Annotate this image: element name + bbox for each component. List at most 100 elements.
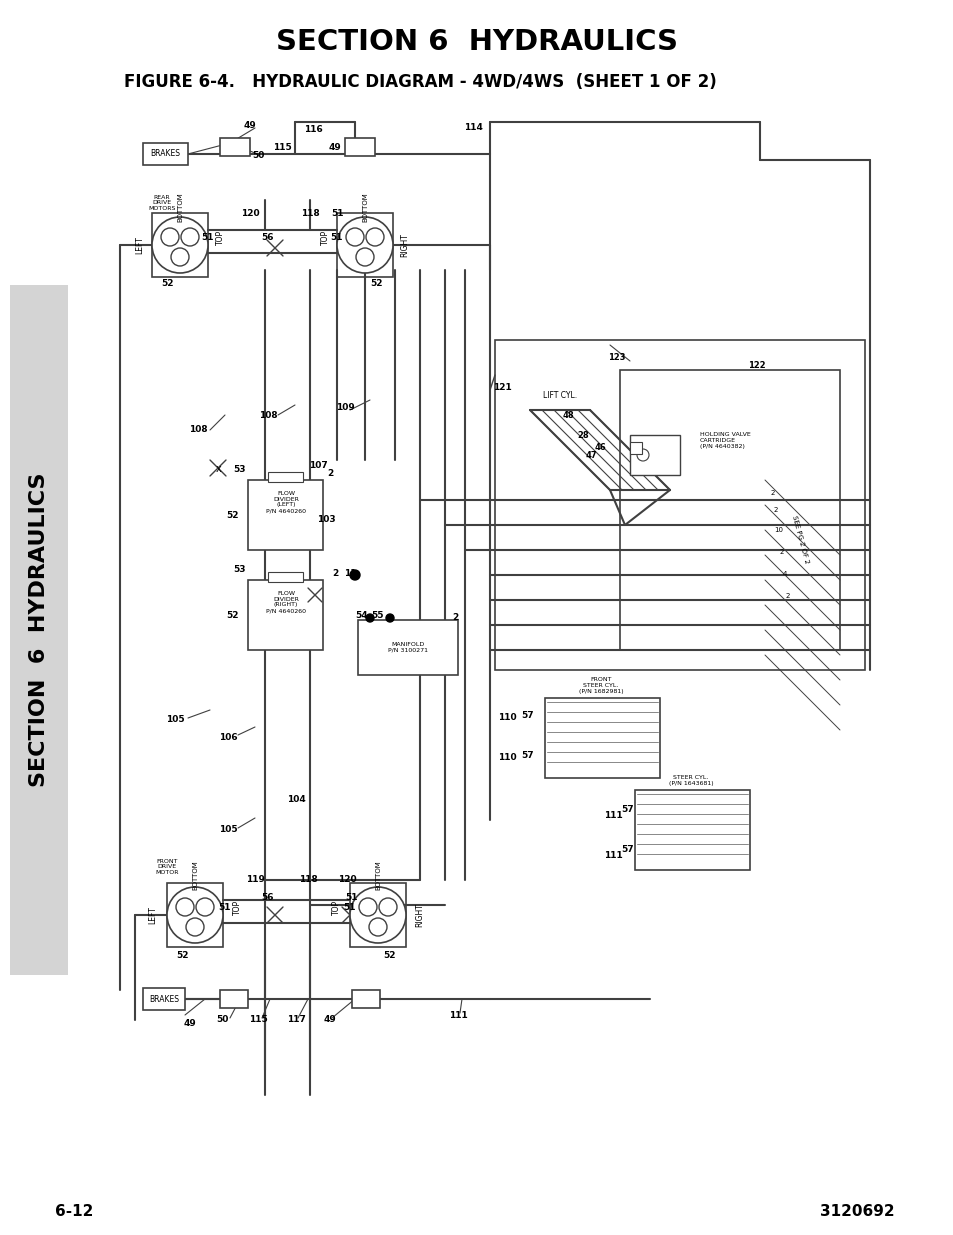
Text: 49: 49 xyxy=(243,121,256,130)
Bar xyxy=(352,990,379,1008)
Text: 51: 51 xyxy=(345,893,358,903)
Text: 11: 11 xyxy=(343,568,355,578)
Text: 56: 56 xyxy=(261,233,274,242)
Text: HOLDING VALVE
CARTRIDGE
(P/N 4640382): HOLDING VALVE CARTRIDGE (P/N 4640382) xyxy=(700,432,750,448)
Text: 48: 48 xyxy=(561,410,573,420)
Text: 117: 117 xyxy=(286,1015,305,1025)
Bar xyxy=(336,212,393,277)
Text: 104: 104 xyxy=(286,795,305,804)
Bar xyxy=(350,883,406,947)
Text: 2: 2 xyxy=(452,614,457,622)
Circle shape xyxy=(350,571,359,580)
Bar xyxy=(268,572,303,582)
Bar xyxy=(268,472,303,482)
Circle shape xyxy=(167,887,223,944)
Text: 51: 51 xyxy=(331,232,343,242)
Text: SEE PG 2 OF 2: SEE PG 2 OF 2 xyxy=(790,515,808,564)
Text: 52: 52 xyxy=(371,279,383,288)
Text: 2: 2 xyxy=(773,508,778,513)
Circle shape xyxy=(171,248,189,266)
Text: 53: 53 xyxy=(233,466,246,474)
Text: 110: 110 xyxy=(497,714,516,722)
Text: TOP: TOP xyxy=(233,899,241,915)
Bar xyxy=(357,620,457,676)
Text: RIGHT: RIGHT xyxy=(400,233,409,257)
Bar xyxy=(629,435,679,475)
Text: 107: 107 xyxy=(309,461,327,469)
Text: 105: 105 xyxy=(166,715,184,725)
Text: 103: 103 xyxy=(316,515,335,525)
Circle shape xyxy=(366,614,374,622)
Text: 52: 52 xyxy=(162,279,174,288)
Text: TOP: TOP xyxy=(320,230,329,245)
Text: BOTTOM: BOTTOM xyxy=(192,860,198,890)
Text: 110: 110 xyxy=(497,753,516,762)
Bar xyxy=(619,370,840,650)
Circle shape xyxy=(346,228,364,246)
Text: 28: 28 xyxy=(577,431,588,440)
Text: 3120692: 3120692 xyxy=(820,1204,894,1219)
Text: 118: 118 xyxy=(300,209,319,217)
Bar xyxy=(152,212,208,277)
Bar xyxy=(167,883,223,947)
Bar xyxy=(345,138,375,156)
Circle shape xyxy=(161,228,179,246)
Text: 54: 54 xyxy=(355,610,368,620)
Circle shape xyxy=(350,887,406,944)
Bar xyxy=(544,698,659,778)
Text: SECTION  6  HYDRAULICS: SECTION 6 HYDRAULICS xyxy=(29,473,49,787)
Text: 52: 52 xyxy=(227,510,239,520)
Circle shape xyxy=(378,898,396,916)
Text: 52: 52 xyxy=(227,610,239,620)
Bar xyxy=(143,143,188,165)
Text: 115: 115 xyxy=(273,142,291,152)
Text: 115: 115 xyxy=(249,1015,267,1025)
Circle shape xyxy=(336,217,393,273)
Text: 120: 120 xyxy=(337,874,355,883)
Bar xyxy=(635,790,749,869)
Text: 106: 106 xyxy=(218,734,237,742)
Text: 57: 57 xyxy=(521,751,534,760)
Text: 2: 2 xyxy=(332,568,337,578)
Circle shape xyxy=(386,614,394,622)
Text: BRAKES: BRAKES xyxy=(149,994,179,1004)
Text: STEER CYL.
(P/N 1643681): STEER CYL. (P/N 1643681) xyxy=(668,776,713,785)
Bar xyxy=(220,990,248,1008)
Text: 123: 123 xyxy=(608,353,625,363)
Text: TOP: TOP xyxy=(215,230,224,245)
Text: 122: 122 xyxy=(747,361,765,369)
Text: 49: 49 xyxy=(323,1015,336,1025)
Text: 57: 57 xyxy=(621,805,634,815)
Bar xyxy=(248,580,323,650)
Circle shape xyxy=(175,898,193,916)
Text: 50: 50 xyxy=(215,1015,228,1025)
Text: x: x xyxy=(216,464,222,474)
Bar xyxy=(10,285,68,974)
Text: BOTTOM: BOTTOM xyxy=(361,193,368,222)
Text: RIGHT: RIGHT xyxy=(416,903,424,927)
Text: 57: 57 xyxy=(621,846,634,855)
Text: 51: 51 xyxy=(218,903,231,911)
Circle shape xyxy=(358,898,376,916)
Text: 118: 118 xyxy=(298,874,317,883)
Text: 46: 46 xyxy=(594,443,605,452)
Text: 50: 50 xyxy=(252,151,264,159)
Text: 2: 2 xyxy=(327,468,333,478)
Text: 2: 2 xyxy=(785,593,789,599)
Text: LEFT: LEFT xyxy=(135,236,144,254)
Bar xyxy=(248,480,323,550)
Bar xyxy=(220,138,250,156)
Text: 2: 2 xyxy=(770,490,775,496)
Text: TOP: TOP xyxy=(331,899,340,915)
Circle shape xyxy=(637,450,648,461)
Text: MANIFOLD
P/N 3100271: MANIFOLD P/N 3100271 xyxy=(388,642,428,652)
Text: 111: 111 xyxy=(603,810,621,820)
Text: FRONT
DRIVE
MOTOR: FRONT DRIVE MOTOR xyxy=(155,858,178,876)
Text: BOTTOM: BOTTOM xyxy=(375,860,380,890)
Text: 116: 116 xyxy=(303,126,322,135)
Text: 49: 49 xyxy=(183,1019,196,1028)
Text: 56: 56 xyxy=(261,893,274,903)
Text: FLOW
DIVIDER
(LEFT)
P/N 4640260: FLOW DIVIDER (LEFT) P/N 4640260 xyxy=(266,490,306,514)
Text: 111: 111 xyxy=(448,1010,467,1020)
Text: 108: 108 xyxy=(189,426,207,435)
